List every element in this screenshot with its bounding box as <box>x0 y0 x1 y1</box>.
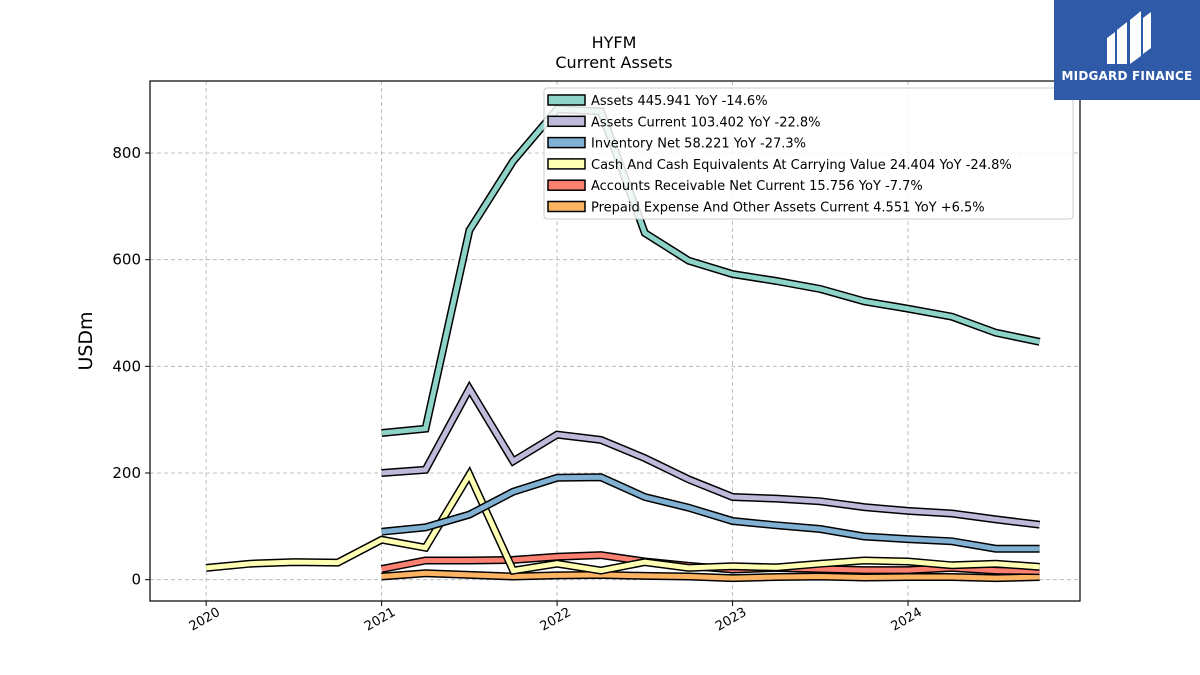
legend-swatch <box>547 158 586 170</box>
legend-label: Assets 445.941 YoY -14.6% <box>591 94 768 109</box>
chart-subtitle: Current Assets <box>555 53 672 72</box>
legend-swatch <box>547 179 586 191</box>
series-line <box>381 106 1041 436</box>
y-tick-label: 600 <box>112 251 141 269</box>
y-axis-label: USDm <box>75 311 97 370</box>
legend-swatch <box>547 94 586 106</box>
y-tick-label: 400 <box>112 357 141 375</box>
y-tick-label: 800 <box>112 144 141 162</box>
x-tick-label: 2020 <box>187 605 223 635</box>
series-line <box>381 383 1040 528</box>
x-tick-label: 2024 <box>889 605 925 635</box>
legend-swatch <box>547 115 586 128</box>
x-tick-label: 2022 <box>538 605 574 635</box>
series-line <box>381 570 1040 581</box>
plot-frame <box>149 80 1081 602</box>
x-tick-label: 2021 <box>362 605 398 635</box>
legend-swatch <box>547 200 586 213</box>
brand-logo: MIDGARD FINANCE <box>1054 0 1200 100</box>
brand-name: MIDGARD FINANCE <box>1061 69 1193 83</box>
legend-label: Prepaid Expense And Other Assets Current… <box>591 201 985 216</box>
legend: Assets 445.941 YoY -14.6% Assets Current … <box>543 87 1074 220</box>
y-tick-label: 0 <box>131 571 141 589</box>
series-line <box>381 474 1040 552</box>
legend-label: Cash And Cash Equivalents At Carrying Va… <box>591 158 1012 173</box>
chart-title: HYFM <box>592 33 637 52</box>
y-axis: 0 200 400 600 800 <box>112 144 150 589</box>
legend-label: Assets Current 103.402 YoY -22.8% <box>591 115 821 130</box>
y-tick-label: 200 <box>112 464 141 482</box>
legend-swatch <box>547 136 586 149</box>
legend-label: Inventory Net 58.221 YoY -27.3% <box>591 137 806 152</box>
series-lines <box>205 105 1041 583</box>
brand-logo-mark-icon <box>1107 11 1151 64</box>
legend-box <box>543 87 1074 220</box>
x-tick-label: 2023 <box>713 605 749 635</box>
series-line <box>205 469 1040 574</box>
x-axis: 2020 2021 2022 2023 2024 <box>187 601 925 635</box>
legend-label: Accounts Receivable Net Current 15.756 Y… <box>591 179 923 194</box>
